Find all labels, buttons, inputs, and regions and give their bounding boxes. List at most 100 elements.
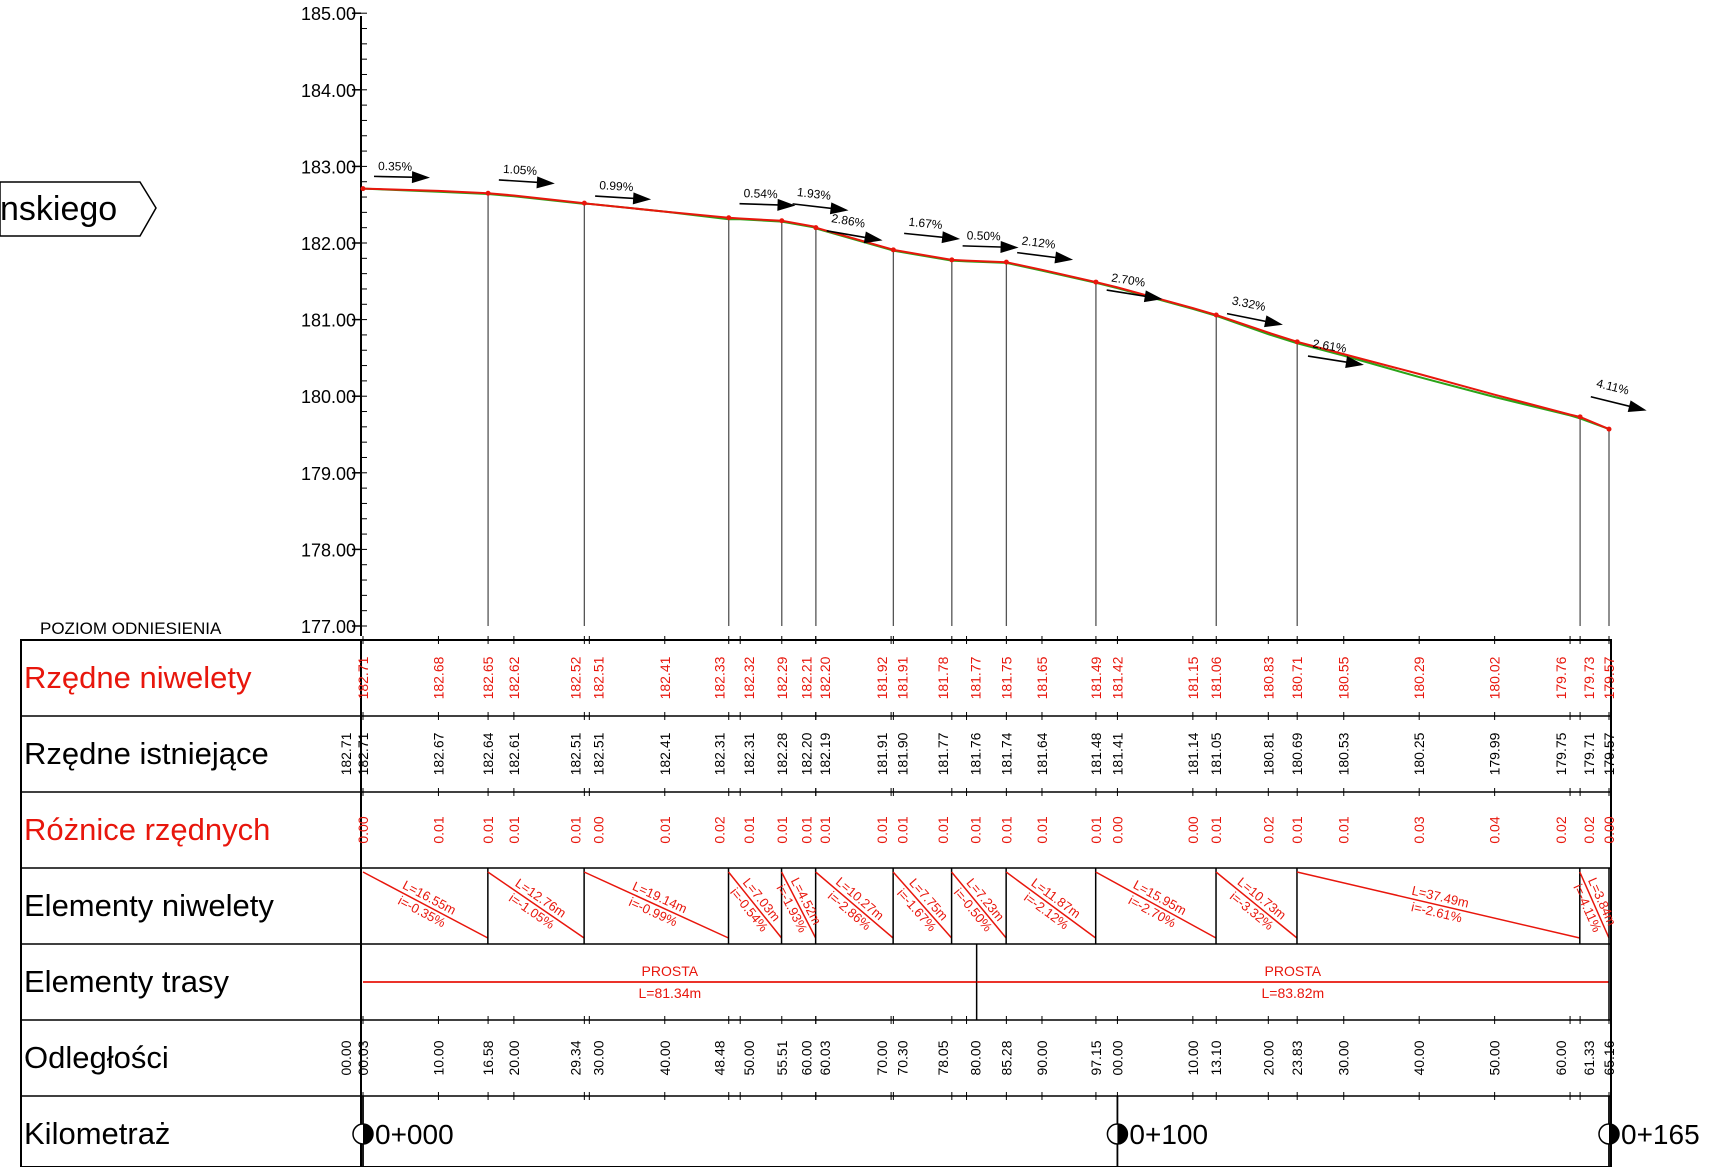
rzedne-istniejace-value: 180.69 (1289, 732, 1305, 775)
rzedne-istniejace-value: 180.25 (1411, 732, 1427, 775)
grade-breakpoint (1606, 426, 1612, 432)
rzedne-istniejace-value: 179.99 (1487, 732, 1503, 775)
odleglosci-value: 70.00 (874, 1040, 890, 1075)
rzedne-niwelety-value: 180.71 (1289, 656, 1305, 699)
grade-breakpoint (890, 247, 896, 253)
odleglosci-value: 00.03 (355, 1040, 371, 1075)
rzedne-istniejace-value: 181.05 (1208, 732, 1224, 775)
roznice-rzednych-value: 0.01 (817, 816, 833, 843)
chainage-label: 0+165 (1621, 1119, 1700, 1150)
design-grade-line (362, 187, 1610, 431)
slope-percent-label: 2.12% (1021, 234, 1057, 252)
rzedne-niwelety-value: 181.92 (874, 656, 890, 699)
odleglosci-value: 70.30 (894, 1040, 910, 1075)
odleglosci-value: 78.05 (935, 1040, 951, 1075)
slope-arrow-head (411, 171, 430, 184)
grade-element-line (583, 871, 729, 939)
odleglosci-value: 90.00 (1034, 1040, 1050, 1075)
roznice-rzednych-value: 0.01 (774, 816, 790, 843)
roznice-rzednych-value: 0.01 (741, 816, 757, 843)
rzedne-niwelety-value: 181.65 (1034, 656, 1050, 699)
slope-arrow-head (863, 231, 883, 244)
roznice-rzednych-value: 0.01 (480, 816, 496, 843)
roznice-rzednych-value: 0.01 (1088, 816, 1104, 843)
y-tick-label: 178.00 (301, 540, 356, 560)
grade-element-line (815, 871, 894, 939)
odleglosci-value: 40.00 (657, 1040, 673, 1075)
rzedne-niwelety-value: 182.33 (712, 656, 728, 699)
odleglosci-value: 85.28 (998, 1040, 1014, 1075)
odleglosci-value: 30.00 (1336, 1040, 1352, 1075)
roznice-rzednych-value: 0.00 (1601, 816, 1617, 843)
y-tick-label: 182.00 (301, 234, 356, 254)
rzedne-istniejace-value: 181.91 (874, 732, 890, 775)
rzedne-niwelety-value: 182.71 (355, 656, 371, 699)
rzedne-istniejace-value: 182.41 (657, 732, 673, 775)
rzedne-istniejace-value: 180.81 (1260, 732, 1276, 775)
rzedne-istniejace-value: 182.71 (338, 732, 354, 775)
slope-percent-label: 2.86% (830, 211, 866, 231)
grade-element-line (487, 871, 585, 939)
roznice-rzednych-value: 0.01 (567, 816, 583, 843)
grade-breakpoint (779, 218, 785, 224)
grade-breakpoint (1093, 279, 1099, 285)
slope-arrow-head (941, 231, 961, 244)
rzedne-niwelety-value: 180.55 (1336, 656, 1352, 699)
odleglosci-value: 13.10 (1208, 1040, 1224, 1075)
grade-breakpoint (485, 190, 491, 196)
street-label: nskiego (0, 190, 117, 228)
odleglosci-value: 23.83 (1289, 1040, 1305, 1075)
rzedne-istniejace-value: 182.51 (567, 732, 583, 775)
row-label-kilometraz: Kilometraż (24, 1116, 170, 1151)
slope-arrow-head (1054, 251, 1074, 264)
rzedne-niwelety-value: 179.73 (1581, 656, 1597, 699)
odleglosci-value: 65.16 (1601, 1040, 1617, 1075)
slope-arrows: 0.35% 1.05% 0.99% 0.54% 1.93% 2.86% 1.67% 0.50%… (373, 159, 1647, 412)
odleglosci-value: 00.00 (338, 1040, 354, 1075)
roznice-rzednych-value: 0.00 (1109, 816, 1125, 843)
rzedne-istniejace-value: 179.75 (1553, 732, 1569, 775)
grade-element-line (1215, 871, 1298, 939)
rzedne-niwelety-value: 182.65 (480, 656, 496, 699)
odleglosci-value: 55.51 (774, 1040, 790, 1075)
roznice-rzednych-value: 0.01 (506, 816, 522, 843)
odleglosci-value: 60.03 (817, 1040, 833, 1075)
rzedne-niwelety-value: 179.57 (1601, 656, 1617, 699)
rzedne-istniejace-value: 182.67 (430, 732, 446, 775)
rzedne-istniejace-value: 182.19 (817, 732, 833, 775)
rzedne-niwelety-value: 180.29 (1411, 656, 1427, 699)
roznice-rzednych-value: 0.00 (355, 816, 371, 843)
grade-breakpoint (813, 225, 819, 231)
grade-breakpoint (1294, 339, 1300, 345)
rzedne-niwelety-value: 182.52 (567, 656, 583, 699)
roznice-rzednych-value: 0.02 (1260, 816, 1276, 843)
rzedne-niwelety-value: 182.29 (774, 656, 790, 699)
slope-percent-label: 1.05% (503, 162, 538, 178)
chainage-marker-fill (363, 1124, 373, 1144)
odleglosci-value: 60.00 (1553, 1040, 1569, 1075)
roznice-rzednych-value: 0.01 (935, 816, 951, 843)
grade-breakpoint (1577, 414, 1583, 420)
roznice-rzednych-value: 0.01 (1336, 816, 1352, 843)
rzedne-niwelety-value: 182.62 (506, 656, 522, 699)
rzedne-istniejace-value: 179.57 (1601, 732, 1617, 775)
slope-arrow-head (777, 198, 796, 211)
rzedne-niwelety-value: 182.68 (430, 656, 446, 699)
grade-breakpoint (726, 215, 732, 221)
rzedne-niwelety-value: 181.77 (968, 656, 984, 699)
roznice-rzednych-value: 0.00 (590, 816, 606, 843)
rzedne-istniejace-value: 181.41 (1109, 732, 1125, 775)
route-element-length: L=83.82m (1261, 985, 1324, 1001)
roznice-rzednych-value: 0.01 (1208, 816, 1224, 843)
station-verticals (487, 193, 1610, 626)
rzedne-istniejace-value: 182.20 (799, 732, 815, 775)
rzedne-niwelety-value: 180.83 (1260, 656, 1276, 699)
roznice-rzednych-value: 0.02 (1553, 816, 1569, 843)
y-tick-label: 180.00 (301, 387, 356, 407)
rzedne-niwelety-value: 181.15 (1185, 656, 1201, 699)
slope-percent-label: 2.70% (1110, 270, 1146, 289)
slope-arrow-head (1345, 356, 1364, 368)
row-label-roznice-rzednych: Różnice rzędnych (24, 812, 270, 847)
grade-breakpoint (949, 257, 955, 263)
rzedne-istniejace-value: 182.71 (355, 732, 371, 775)
